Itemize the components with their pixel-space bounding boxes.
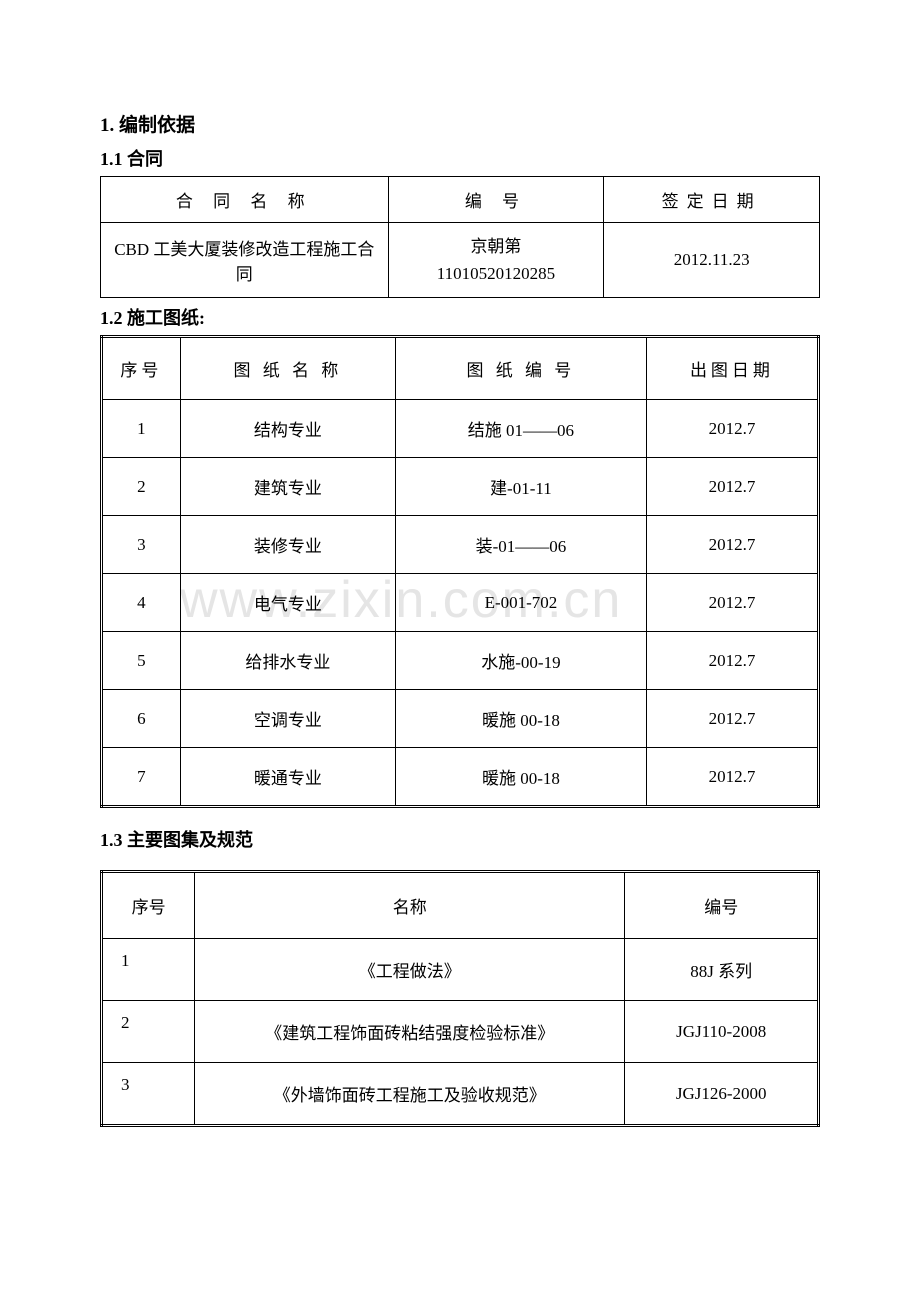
col-drawing-date: 出图日期 — [646, 337, 818, 400]
table-header-row: 序号 名称 编号 — [102, 872, 819, 939]
table-row: 4 电气专业 E-001-702 2012.7 — [102, 574, 819, 632]
cell-date: 2012.7 — [646, 632, 818, 690]
cell-contract-date: 2012.11.23 — [604, 223, 820, 298]
cell-contract-name: CBD 工美大厦装修改造工程施工合同 — [101, 223, 389, 298]
cell-name: 《工程做法》 — [195, 939, 625, 1001]
drawings-table: 序号 图 纸 名 称 图 纸 编 号 出图日期 1 结构专业 结施 01——06… — [100, 335, 820, 808]
cell-date: 2012.7 — [646, 400, 818, 458]
table-row: CBD 工美大厦装修改造工程施工合同 京朝第 11010520120285 20… — [101, 223, 820, 298]
col-drawing-code: 图 纸 编 号 — [395, 337, 646, 400]
contract-table: 合 同 名 称 编 号 签定日期 CBD 工美大厦装修改造工程施工合同 京朝第 … — [100, 176, 820, 298]
table-row: 5 给排水专业 水施-00-19 2012.7 — [102, 632, 819, 690]
num-line1: 京朝第 — [470, 237, 521, 256]
cell-seq: 3 — [102, 516, 181, 574]
cell-name: 给排水专业 — [180, 632, 395, 690]
cell-name: 《外墙饰面砖工程施工及验收规范》 — [195, 1063, 625, 1126]
col-seq: 序号 — [102, 872, 195, 939]
col-std-code: 编号 — [625, 872, 819, 939]
cell-seq: 1 — [102, 400, 181, 458]
col-drawing-name: 图 纸 名 称 — [180, 337, 395, 400]
table-row: 3 装修专业 装-01——06 2012.7 — [102, 516, 819, 574]
cell-seq: 2 — [102, 1001, 195, 1063]
col-contract-date: 签定日期 — [604, 177, 820, 223]
section-1-1-heading: 1.1 合同 — [100, 145, 820, 171]
table-row: 7 暖通专业 暖施 00-18 2012.7 — [102, 748, 819, 807]
col-contract-name: 合 同 名 称 — [101, 177, 389, 223]
table-row: 1 结构专业 结施 01——06 2012.7 — [102, 400, 819, 458]
section-1-heading: 1. 编制依据 — [100, 110, 820, 137]
cell-date: 2012.7 — [646, 748, 818, 807]
cell-code: 88J 系列 — [625, 939, 819, 1001]
table-row: 3 《外墙饰面砖工程施工及验收规范》 JGJ126-2000 — [102, 1063, 819, 1126]
cell-code: JGJ126-2000 — [625, 1063, 819, 1126]
cell-code: JGJ110-2008 — [625, 1001, 819, 1063]
cell-contract-num: 京朝第 11010520120285 — [388, 223, 604, 298]
cell-name: 结构专业 — [180, 400, 395, 458]
cell-date: 2012.7 — [646, 574, 818, 632]
col-contract-num: 编 号 — [388, 177, 604, 223]
cell-code: 装-01——06 — [395, 516, 646, 574]
table-header-row: 序号 图 纸 名 称 图 纸 编 号 出图日期 — [102, 337, 819, 400]
table-row: 2 建筑专业 建-01-11 2012.7 — [102, 458, 819, 516]
content: 1. 编制依据 1.1 合同 合 同 名 称 编 号 签定日期 CBD 工美大厦… — [100, 110, 820, 1127]
cell-name: 暖通专业 — [180, 748, 395, 807]
cell-code: 暖施 00-18 — [395, 748, 646, 807]
cell-name: 装修专业 — [180, 516, 395, 574]
table-row: 1 《工程做法》 88J 系列 — [102, 939, 819, 1001]
cell-seq: 7 — [102, 748, 181, 807]
cell-name: 建筑专业 — [180, 458, 395, 516]
cell-seq: 1 — [102, 939, 195, 1001]
cell-seq: 5 — [102, 632, 181, 690]
cell-name: 《建筑工程饰面砖粘结强度检验标准》 — [195, 1001, 625, 1063]
col-seq: 序号 — [102, 337, 181, 400]
col-std-name: 名称 — [195, 872, 625, 939]
section-1-3-heading: 1.3 主要图集及规范 — [100, 826, 820, 852]
cell-code: 暖施 00-18 — [395, 690, 646, 748]
standards-table: 序号 名称 编号 1 《工程做法》 88J 系列 2 《建筑工程饰面砖粘结强度检… — [100, 870, 820, 1127]
cell-name: 空调专业 — [180, 690, 395, 748]
table-header-row: 合 同 名 称 编 号 签定日期 — [101, 177, 820, 223]
section-1-2-heading: 1.2 施工图纸: — [100, 304, 820, 330]
cell-seq: 6 — [102, 690, 181, 748]
cell-seq: 3 — [102, 1063, 195, 1126]
num-line2: 11010520120285 — [437, 264, 555, 283]
cell-date: 2012.7 — [646, 690, 818, 748]
cell-code: 建-01-11 — [395, 458, 646, 516]
cell-code: 水施-00-19 — [395, 632, 646, 690]
table-row: 6 空调专业 暖施 00-18 2012.7 — [102, 690, 819, 748]
cell-code: 结施 01——06 — [395, 400, 646, 458]
cell-date: 2012.7 — [646, 458, 818, 516]
cell-date: 2012.7 — [646, 516, 818, 574]
table-row: 2 《建筑工程饰面砖粘结强度检验标准》 JGJ110-2008 — [102, 1001, 819, 1063]
cell-seq: 4 — [102, 574, 181, 632]
cell-code: E-001-702 — [395, 574, 646, 632]
cell-seq: 2 — [102, 458, 181, 516]
cell-name: 电气专业 — [180, 574, 395, 632]
